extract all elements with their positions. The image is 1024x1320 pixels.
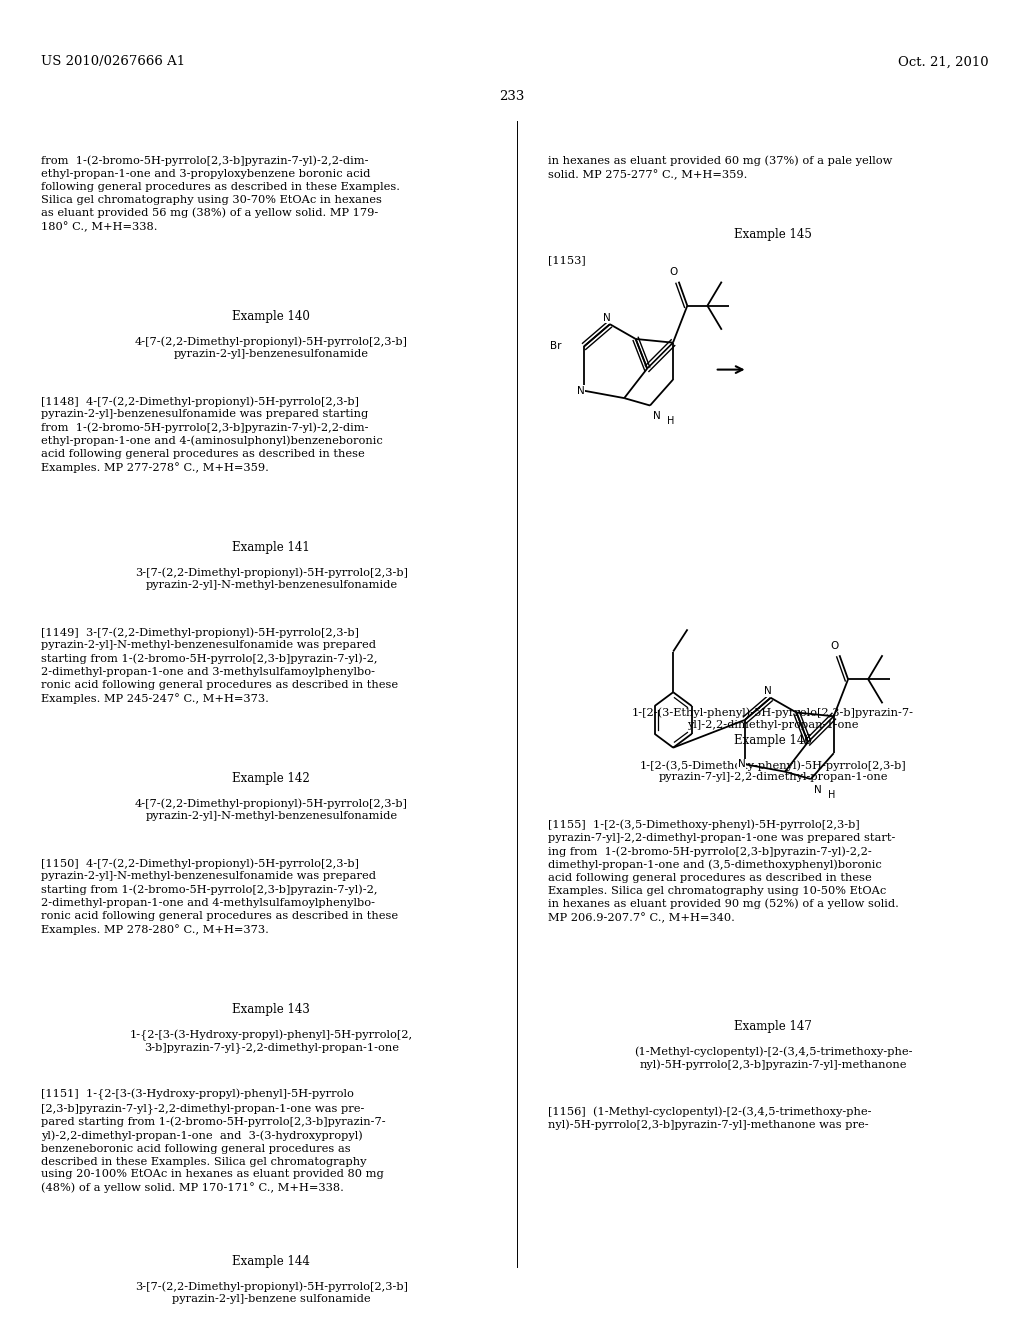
Text: Example 146: Example 146 <box>734 734 812 747</box>
Text: N: N <box>603 313 610 322</box>
Text: in hexanes as eluant provided 60 mg (37%) of a pale yellow
solid. MP 275-277° C.: in hexanes as eluant provided 60 mg (37%… <box>548 156 892 180</box>
Text: Example 147: Example 147 <box>734 1020 812 1034</box>
Text: 4-[7-(2,2-Dimethyl-propionyl)-5H-pyrrolo[2,3-b]
pyrazin-2-yl]-N-methyl-benzenesu: 4-[7-(2,2-Dimethyl-propionyl)-5H-pyrrolo… <box>135 799 408 821</box>
Text: 3-[7-(2,2-Dimethyl-propionyl)-5H-pyrrolo[2,3-b]
pyrazin-2-yl]-benzene sulfonamid: 3-[7-(2,2-Dimethyl-propionyl)-5H-pyrrolo… <box>135 1282 408 1304</box>
Text: 3-[7-(2,2-Dimethyl-propionyl)-5H-pyrrolo[2,3-b]
pyrazin-2-yl]-N-methyl-benzenesu: 3-[7-(2,2-Dimethyl-propionyl)-5H-pyrrolo… <box>135 568 408 590</box>
Text: 1-{2-[3-(3-Hydroxy-propyl)-phenyl]-5H-pyrrolo[2,
3-b]pyrazin-7-yl}-2,2-dimethyl-: 1-{2-[3-(3-Hydroxy-propyl)-phenyl]-5H-py… <box>130 1030 413 1053</box>
Text: O: O <box>830 642 839 651</box>
Text: Example 141: Example 141 <box>232 541 310 554</box>
Text: (1-Methyl-cyclopentyl)-[2-(3,4,5-trimethoxy-phe-
nyl)-5H-pyrrolo[2,3-b]pyrazin-7: (1-Methyl-cyclopentyl)-[2-(3,4,5-trimeth… <box>634 1047 912 1069</box>
Text: N: N <box>578 385 585 396</box>
Text: Example 145: Example 145 <box>734 228 812 242</box>
Text: H: H <box>667 416 674 426</box>
Text: Example 142: Example 142 <box>232 772 310 785</box>
Text: N: N <box>764 686 771 696</box>
Text: [1153]: [1153] <box>548 255 586 265</box>
Text: 233: 233 <box>500 90 524 103</box>
Text: from  1-(2-bromo-5H-pyrrolo[2,3-b]pyrazin-7-yl)-2,2-dim-
ethyl-propan-1-one and : from 1-(2-bromo-5H-pyrrolo[2,3-b]pyrazin… <box>41 156 400 232</box>
Text: N: N <box>738 759 745 770</box>
Text: Br: Br <box>550 342 561 351</box>
Text: Example 140: Example 140 <box>232 310 310 323</box>
Text: N: N <box>653 411 662 421</box>
Text: H: H <box>827 789 835 800</box>
Text: [1148]  4-[7-(2,2-Dimethyl-propionyl)-5H-pyrrolo[2,3-b]
pyrazin-2-yl]-benzenesul: [1148] 4-[7-(2,2-Dimethyl-propionyl)-5H-… <box>41 396 383 474</box>
Text: Oct. 21, 2010: Oct. 21, 2010 <box>897 55 988 69</box>
Text: 1-[2-(3,5-Dimethoxy-phenyl)-5H-pyrrolo[2,3-b]
pyrazin-7-yl]-2,2-dimethyl-propan-: 1-[2-(3,5-Dimethoxy-phenyl)-5H-pyrrolo[2… <box>640 760 906 783</box>
Text: [1155]  1-[2-(3,5-Dimethoxy-phenyl)-5H-pyrrolo[2,3-b]
pyrazin-7-yl]-2,2-dimethyl: [1155] 1-[2-(3,5-Dimethoxy-phenyl)-5H-py… <box>548 820 899 923</box>
Text: N: N <box>814 784 822 795</box>
Text: Example 144: Example 144 <box>232 1255 310 1269</box>
Text: [1149]  3-[7-(2,2-Dimethyl-propionyl)-5H-pyrrolo[2,3-b]
pyrazin-2-yl]-N-methyl-b: [1149] 3-[7-(2,2-Dimethyl-propionyl)-5H-… <box>41 627 398 704</box>
Text: O: O <box>670 268 678 277</box>
Text: [1150]  4-[7-(2,2-Dimethyl-propionyl)-5H-pyrrolo[2,3-b]
pyrazin-2-yl]-N-methyl-b: [1150] 4-[7-(2,2-Dimethyl-propionyl)-5H-… <box>41 858 398 935</box>
Text: [1151]  1-{2-[3-(3-Hydroxy-propyl)-phenyl]-5H-pyrrolo
[2,3-b]pyrazin-7-yl}-2,2-d: [1151] 1-{2-[3-(3-Hydroxy-propyl)-phenyl… <box>41 1089 386 1193</box>
Text: US 2010/0267666 A1: US 2010/0267666 A1 <box>41 55 185 69</box>
Text: [1156]  (1-Methyl-cyclopentyl)-[2-(3,4,5-trimethoxy-phe-
nyl)-5H-pyrrolo[2,3-b]p: [1156] (1-Methyl-cyclopentyl)-[2-(3,4,5-… <box>548 1106 871 1130</box>
Text: 1-[2-(3-Ethyl-phenyl)-5H-pyrrolo[2,3-b]pyrazin-7-
yl]-2,2-dimethyl-propan-1-one: 1-[2-(3-Ethyl-phenyl)-5H-pyrrolo[2,3-b]p… <box>632 708 914 730</box>
Text: Example 143: Example 143 <box>232 1003 310 1016</box>
Text: 4-[7-(2,2-Dimethyl-propionyl)-5H-pyrrolo[2,3-b]
pyrazin-2-yl]-benzenesulfonamide: 4-[7-(2,2-Dimethyl-propionyl)-5H-pyrrolo… <box>135 337 408 359</box>
